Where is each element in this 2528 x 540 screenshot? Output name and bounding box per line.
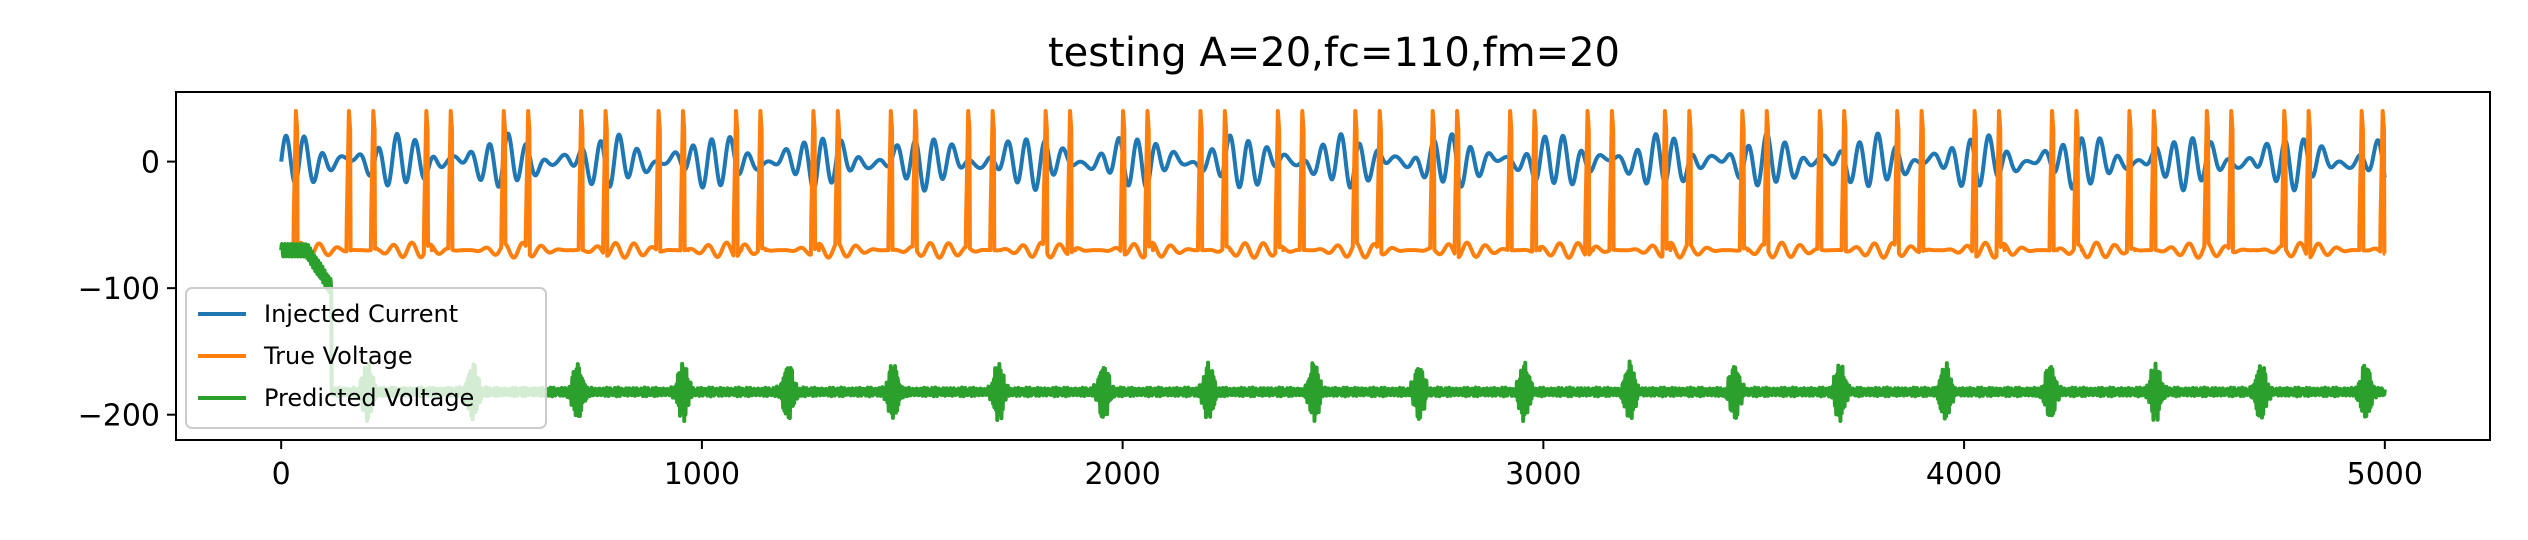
x-tick-label: 0	[272, 457, 291, 492]
x-tick-label: 2000	[1084, 457, 1160, 492]
legend-label: Predicted Voltage	[264, 384, 474, 412]
y-tick-label: −100	[78, 272, 160, 307]
legend-label: Injected Current	[264, 300, 458, 328]
legend: Injected Current True Voltage Predicted Vo…	[185, 287, 547, 429]
x-tick-label: 1000	[664, 457, 740, 492]
plot-frame	[175, 91, 2491, 441]
plot-lines	[279, 108, 2387, 424]
axes: 0 1000 2000 3000 4000 5000 0 −100 −200	[78, 91, 2491, 492]
series-line-true-voltage	[279, 108, 2387, 260]
chart-title: testing A=20,fc=110,fm=20	[1048, 30, 1620, 76]
series-line-injected-current	[279, 131, 2387, 193]
y-tick-label: −200	[78, 399, 160, 434]
x-tick-label: 3000	[1505, 457, 1581, 492]
legend-box	[185, 287, 547, 429]
y-tick-label: 0	[141, 146, 160, 181]
x-tick-label: 4000	[1926, 457, 2002, 492]
legend-label: True Voltage	[263, 342, 413, 370]
series-line-predicted-voltage	[279, 242, 2387, 424]
x-tick-label: 5000	[2347, 457, 2423, 492]
